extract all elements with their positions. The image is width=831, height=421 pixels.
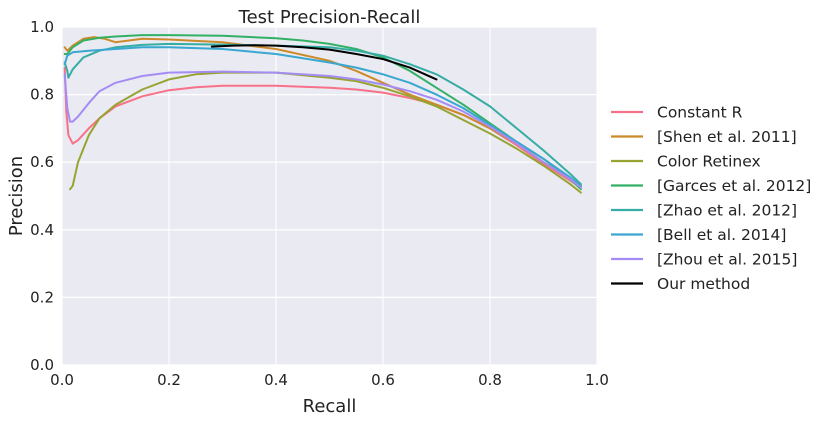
series-layer xyxy=(63,34,582,194)
y-tick-label: 0.0 xyxy=(30,356,54,374)
legend-label: Our method xyxy=(657,275,750,293)
series-line-zhou-et-al-2015 xyxy=(63,70,582,189)
legend-label: [Garces et al. 2012] xyxy=(657,177,811,195)
x-tick-label: 0.8 xyxy=(478,371,502,389)
x-tick-label: 0.0 xyxy=(50,371,74,389)
chart-title: Test Precision-Recall xyxy=(238,7,421,28)
x-tick-label: 0.4 xyxy=(264,371,288,389)
x-tick-label: 1.0 xyxy=(585,371,609,389)
y-tick-label: 0.4 xyxy=(30,221,54,239)
y-tick-label: 0.8 xyxy=(30,86,54,104)
grid xyxy=(61,26,598,366)
x-tick-label: 0.2 xyxy=(157,371,181,389)
legend-label: Constant R xyxy=(657,104,743,122)
series-line-our-method xyxy=(210,44,438,81)
plot-area xyxy=(62,27,597,365)
x-tick-label: 0.6 xyxy=(371,371,395,389)
y-axis-label: Precision xyxy=(6,156,27,236)
legend-label: [Shen et al. 2011] xyxy=(657,128,797,146)
y-tick-labels: 0.0 0.2 0.4 0.6 0.8 1.0 xyxy=(30,18,54,374)
y-tick-label: 0.2 xyxy=(30,288,54,306)
legend-label: [Zhou et al. 2015] xyxy=(657,251,797,269)
y-tick-label: 0.6 xyxy=(30,153,54,171)
series-line-bell-et-al-2014 xyxy=(63,46,582,187)
legend-label: [Bell et al. 2014] xyxy=(657,226,786,244)
x-tick-labels: 0.0 0.2 0.4 0.6 0.8 1.0 xyxy=(50,371,609,389)
legend-label: [Zhao et al. 2012] xyxy=(657,202,797,220)
x-axis-label: Recall xyxy=(303,396,357,417)
y-tick-label: 1.0 xyxy=(30,18,54,36)
legend: Constant R [Shen et al. 2011] Color Retine… xyxy=(611,104,811,293)
legend-label: Color Retinex xyxy=(657,153,761,171)
